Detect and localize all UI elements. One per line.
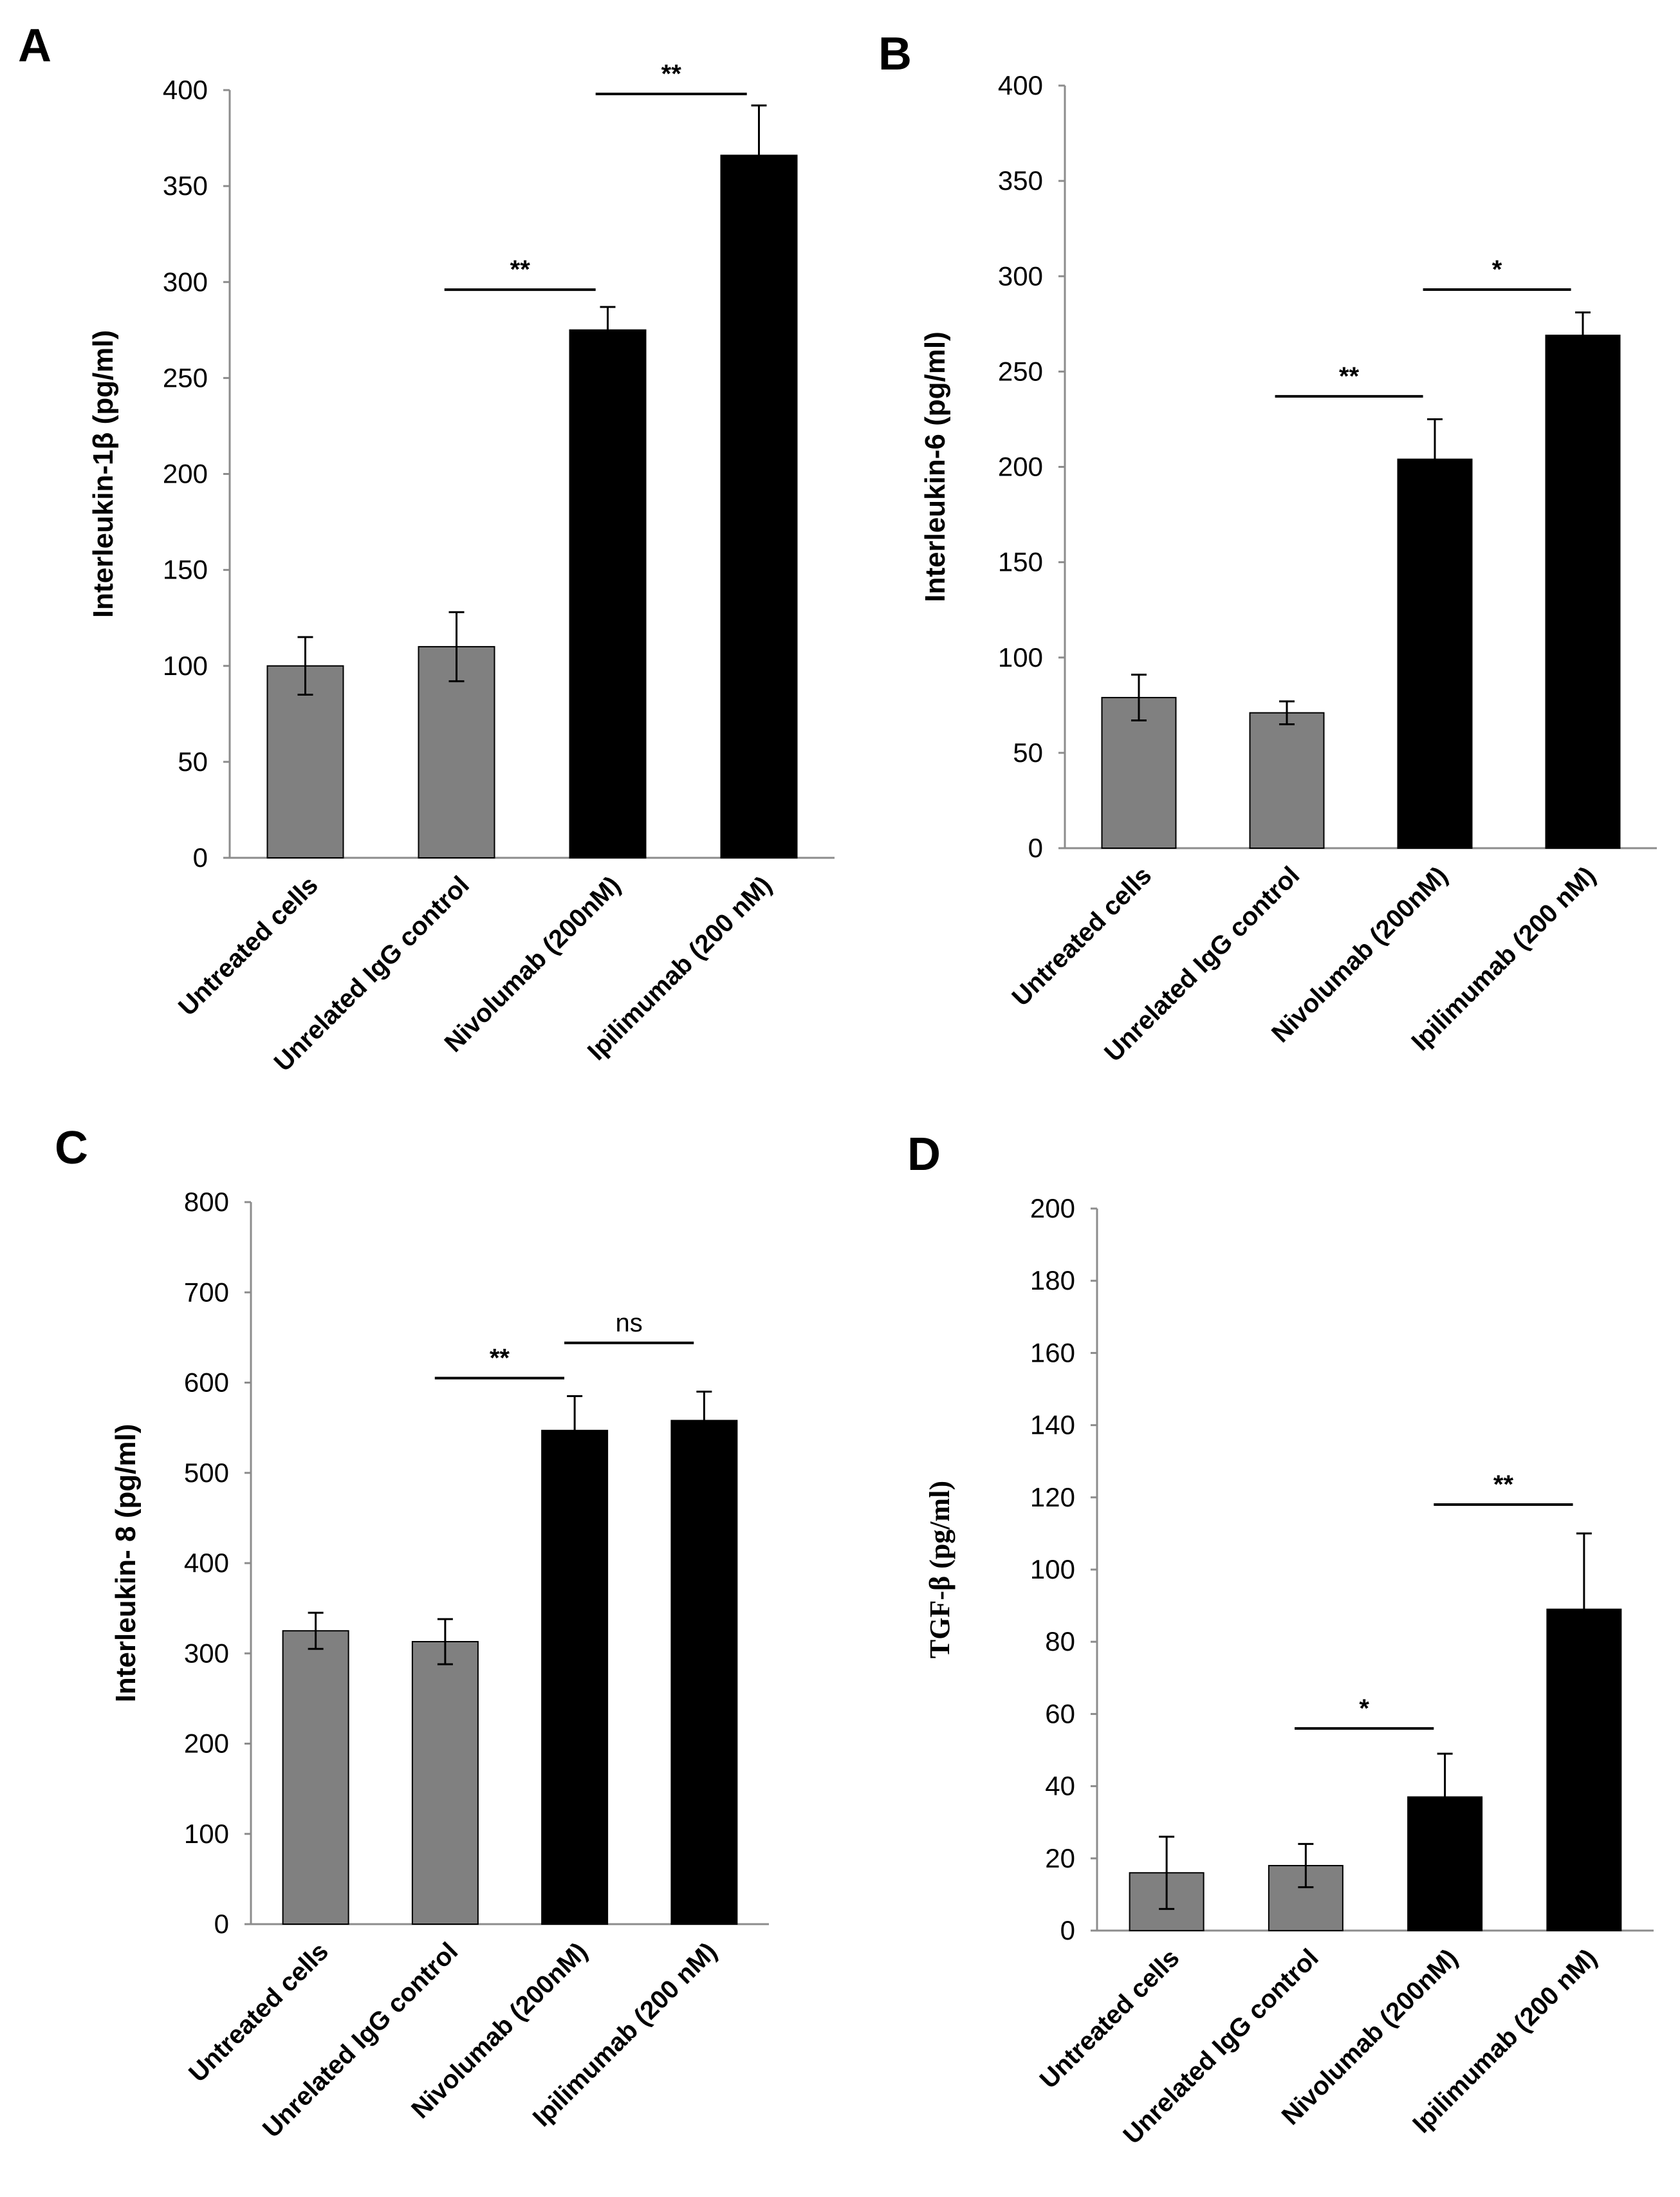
- panel-d-error-bar: [1159, 1835, 1175, 1910]
- panel-a-bar: [720, 154, 798, 858]
- panel-d-y-tick-label: 100: [1030, 1554, 1075, 1584]
- panel-d-y-tick-label: 60: [1045, 1698, 1075, 1729]
- panel-c-bar: [541, 1429, 609, 1925]
- panel-a-y-axis-title: Interleukin-1β (pg/ml): [88, 330, 119, 618]
- panel-b-y-tick-label: 50: [1013, 737, 1043, 768]
- panel-c-y-tick-label: 200: [184, 1729, 229, 1759]
- panel-c-error-bar: [567, 1395, 583, 1466]
- panel-c-y-tick-label: 700: [184, 1277, 229, 1307]
- panel-c-y-tick-label: 400: [184, 1548, 229, 1578]
- panel-b-y-tick-label: 250: [998, 356, 1043, 386]
- panel-c-error-bar: [437, 1618, 453, 1665]
- panel-d-error-bar: [1576, 1532, 1592, 1687]
- panel-a: A 0 50 100 150 200 250 300 350 400 Interleukin-1β …: [18, 20, 835, 1077]
- panel-a-y-tick-label: 200: [163, 459, 208, 489]
- panel-d-letter: D: [907, 1129, 941, 1180]
- panel-d-y-tick-label: 80: [1045, 1626, 1075, 1656]
- panel-a-y-tick-label: 100: [163, 651, 208, 681]
- panel-a-bar: [569, 329, 647, 858]
- panel-d-y-tick-label: 200: [1030, 1193, 1075, 1223]
- panel-a-letter: A: [18, 20, 51, 71]
- panel-a-y-tick-label: 300: [163, 266, 208, 297]
- panel-a-bar: [266, 665, 344, 858]
- panel-c-letter: C: [55, 1122, 88, 1174]
- panel-b-letter: B: [878, 28, 912, 80]
- panel-a-y-tick-label: 400: [163, 75, 208, 105]
- panel-d-y-tick-label: 120: [1030, 1482, 1075, 1512]
- panel-a-y-tick-label: 350: [163, 171, 208, 201]
- panel-b-bar: [1101, 696, 1177, 849]
- panel-a-error-bar: [448, 611, 465, 683]
- panel-c-y-axis-title: Interleukin- 8 (pg/ml): [110, 1424, 142, 1703]
- panel-b-y-tick-label: 100: [998, 642, 1043, 672]
- panel-d-category-label: Untreated cells: [1035, 1943, 1185, 2094]
- panel-c-significance-label: ns: [616, 1309, 643, 1337]
- panel-a-error-bar: [297, 636, 313, 696]
- panel-a-error-bar: [600, 306, 616, 355]
- panel-d-y-tick-label: 140: [1030, 1410, 1075, 1440]
- panel-d-significance-label: *: [1359, 1694, 1369, 1723]
- panel-c-bar: [411, 1641, 479, 1925]
- panel-b-y-tick-label: 400: [998, 70, 1043, 100]
- panel-b-error-bar: [1131, 673, 1147, 722]
- panel-c: C 0 100 200 300 400 500 600 700 800 Interleukin- 8…: [55, 1122, 769, 2144]
- panel-d-y-tick-label: 0: [1060, 1915, 1075, 1945]
- panel-b: B 0 50 100 150 200 250 300 350 400 Interleukin-6 (…: [878, 28, 1657, 1068]
- panel-d: D 0 20 40 60 80 100 120 140 160 180 200 TGF-β (pg/ml…: [907, 1129, 1654, 2150]
- panel-a-y-tick-label: 0: [193, 842, 208, 873]
- panel-b-significance-label: *: [1492, 255, 1502, 284]
- panel-b-bar: [1249, 712, 1325, 849]
- panel-d-y-tick-label: 180: [1030, 1265, 1075, 1295]
- panel-c-category-label: Untreated cells: [183, 1937, 334, 2088]
- panel-d-y-axis-title: TGF-β (pg/ml): [924, 1481, 955, 1658]
- panel-c-y-tick-label: 100: [184, 1819, 229, 1849]
- panel-d-y-tick-label: 40: [1045, 1771, 1075, 1801]
- panel-c-y-tick-label: 0: [214, 1909, 229, 1939]
- panel-c-y-tick-label: 800: [184, 1187, 229, 1217]
- panel-c-bar: [670, 1420, 738, 1925]
- panel-a-significance-label: **: [661, 60, 682, 88]
- panel-c-y-tick-label: 500: [184, 1458, 229, 1488]
- panel-b-y-axis-title: Interleukin-6 (pg/ml): [919, 331, 951, 602]
- panel-b-y-tick-label: 200: [998, 452, 1043, 482]
- panel-c-y-tick-label: 300: [184, 1638, 229, 1668]
- panel-b-error-bar: [1427, 418, 1443, 501]
- panel-b-y-tick-label: 0: [1028, 833, 1043, 863]
- panel-a-significance-label: **: [510, 255, 531, 284]
- panel-c-y-tick-label: 600: [184, 1367, 229, 1398]
- panel-b-bar: [1545, 335, 1621, 849]
- panel-b-error-bar: [1279, 700, 1295, 725]
- panel-a-y-tick-label: 50: [178, 746, 208, 777]
- panel-b-significance-label: **: [1339, 362, 1360, 391]
- panel-b-category-label: Untreated cells: [1006, 861, 1157, 1012]
- panel-b-y-tick-label: 150: [998, 547, 1043, 577]
- panel-a-category-label: Untreated cells: [173, 871, 324, 1021]
- panel-b-error-bar: [1575, 311, 1591, 360]
- panel-a-y-tick-label: 150: [163, 555, 208, 585]
- panel-c-bar: [282, 1630, 349, 1925]
- panel-b-bar: [1397, 458, 1473, 849]
- panel-d-significance-label: **: [1493, 1470, 1514, 1499]
- panel-c-significance-label: **: [490, 1344, 510, 1372]
- panel-d-y-tick-label: 160: [1030, 1337, 1075, 1367]
- panel-c-error-bar: [308, 1611, 324, 1650]
- panel-a-y-tick-label: 250: [163, 362, 208, 393]
- panel-d-y-tick-label: 20: [1045, 1843, 1075, 1873]
- panel-a-error-bar: [751, 104, 767, 207]
- panel-d-error-bar: [1437, 1752, 1453, 1842]
- panel-b-y-tick-label: 350: [998, 165, 1043, 196]
- panel-b-y-tick-label: 300: [998, 261, 1043, 291]
- panel-d-error-bar: [1298, 1842, 1314, 1889]
- panel-c-error-bar: [696, 1391, 712, 1451]
